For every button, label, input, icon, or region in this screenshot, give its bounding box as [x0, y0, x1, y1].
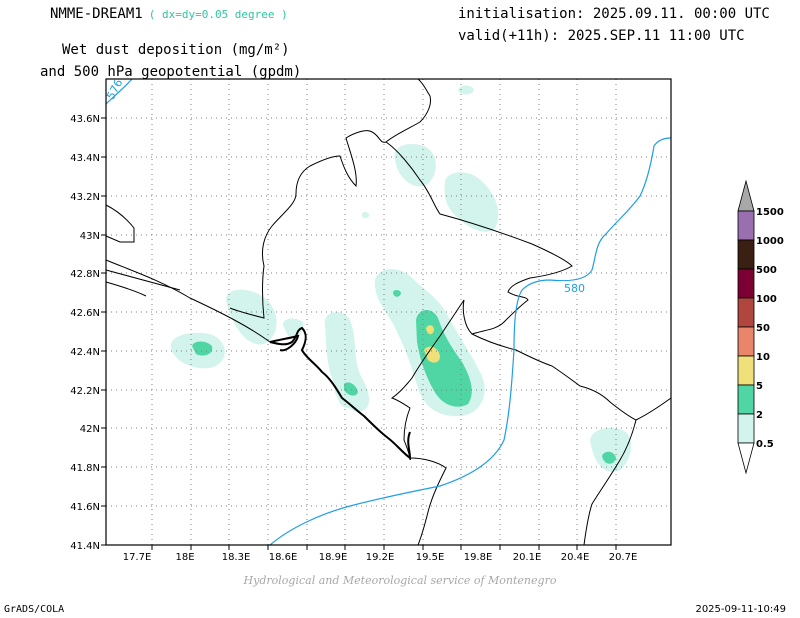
map-area — [105, 78, 672, 546]
lat-tick-label: 41.4N — [70, 541, 100, 552]
lon-tick-label: 20.7E — [609, 552, 638, 563]
credit-text: Hydrological and Meteorological service … — [243, 574, 557, 587]
lon-tick-labels: 17.7E 18E 18.3E 18.6E 18.9E 19.2E 19.5E … — [123, 552, 638, 563]
legend-swatch — [737, 413, 755, 444]
legend-colorbar — [737, 179, 755, 475]
legend-swatch — [737, 268, 755, 299]
legend-label: 1500 — [756, 207, 784, 218]
montenegro-coast — [269, 326, 412, 461]
lat-tick-label: 43.2N — [70, 192, 100, 203]
lat-tick-label: 42.8N — [70, 269, 100, 280]
initialisation-time: initialisation: 2025.09.11. 00:00 UTC — [458, 6, 770, 22]
lat-tick-label: 42.2N — [70, 386, 100, 397]
legend-swatch — [737, 355, 755, 386]
map-title-line1: Wet dust deposition (mg/m²) — [62, 42, 290, 58]
model-name: NMME-DREAM1 ( dx=dy=0.05 degree ) — [50, 6, 288, 22]
grid-lines — [106, 79, 671, 545]
valid-time: valid(+11h): 2025.SEP.11 11:00 UTC — [458, 28, 745, 44]
legend-top-arrow — [737, 179, 755, 212]
legend-swatch — [737, 297, 755, 328]
legend-label: 500 — [756, 265, 777, 276]
legend-label: 0.5 — [756, 439, 774, 450]
lat-tick-label: 43.4N — [70, 153, 100, 164]
lon-tick-label: 18.6E — [269, 552, 298, 563]
lat-tick-label: 42.6N — [70, 308, 100, 319]
legend-label: 5 — [756, 381, 763, 392]
lon-tick-label: 18E — [175, 552, 194, 563]
legend-label: 100 — [756, 294, 777, 305]
legend-swatch — [737, 384, 755, 415]
plot-timestamp: 2025-09-11-10:49 — [695, 604, 786, 615]
legend-bottom-arrow — [737, 442, 755, 475]
legend-swatch — [737, 326, 755, 357]
lat-tick-label: 42N — [80, 424, 100, 435]
lon-tick-label: 19.2E — [366, 552, 395, 563]
lon-tick-label: 20.1E — [513, 552, 542, 563]
lat-tick-label: 42.4N — [70, 347, 100, 358]
lon-tick-label: 18.3E — [222, 552, 251, 563]
contour-label-580: 580 — [564, 282, 585, 295]
geopotential-contours — [105, 78, 672, 546]
map-title-line2: and 500 hPa geopotential (gpdm) — [40, 64, 302, 80]
resolution-label: ( dx=dy=0.05 degree ) — [148, 8, 288, 21]
lon-tick-label: 17.7E — [123, 552, 152, 563]
lon-tick-label: 18.9E — [319, 552, 348, 563]
legend-label: 10 — [756, 352, 770, 363]
lon-tick-label: 20.4E — [561, 552, 590, 563]
lat-tick-marks — [101, 117, 106, 546]
lon-tick-marks — [151, 545, 617, 550]
model-label: NMME-DREAM1 — [50, 6, 143, 22]
lat-tick-label: 41.6N — [70, 502, 100, 513]
legend-label: 2 — [756, 410, 763, 421]
lon-tick-label: 19.5E — [416, 552, 445, 563]
legend-label: 50 — [756, 323, 770, 334]
lat-tick-label: 43.6N — [70, 114, 100, 125]
lon-tick-label: 19.8E — [464, 552, 493, 563]
lat-tick-labels: 43.6N 43.4N 43.2N 43N 42.8N 42.6N 42.4N … — [70, 114, 100, 552]
lat-tick-label: 43N — [80, 231, 100, 242]
legend-swatch — [737, 210, 755, 241]
borders-coastline — [105, 78, 672, 546]
legend-label: 1000 — [756, 236, 784, 247]
software-label: GrADS/COLA — [4, 604, 65, 615]
lat-tick-label: 41.8N — [70, 463, 100, 474]
legend-swatch — [737, 239, 755, 270]
legend-labels: 1500 1000 500 100 50 10 5 2 0.5 — [756, 207, 784, 450]
